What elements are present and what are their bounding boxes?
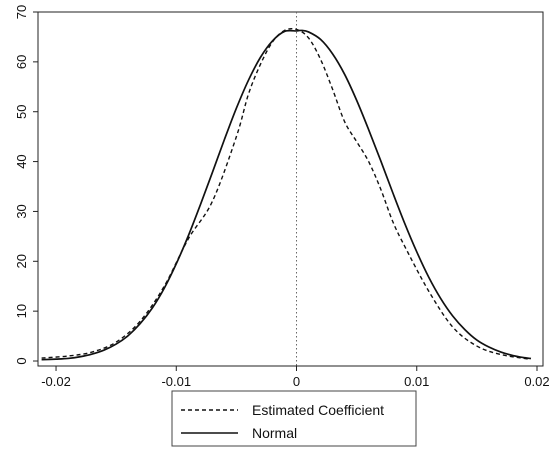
y-tick-label: 20	[14, 254, 29, 268]
legend-label-estimated-coefficient: Estimated Coefficient	[252, 402, 384, 418]
series-line-estimated-coefficient	[41, 27, 529, 360]
plot-frame	[37, 11, 544, 367]
y-tick-label: 70	[14, 5, 29, 19]
x-tick-label: 0	[293, 374, 300, 389]
y-tick-label: 60	[14, 55, 29, 69]
y-tick-label: 30	[14, 204, 29, 218]
legend-label-normal: Normal	[252, 425, 297, 441]
x-tick-label: 0.02	[524, 374, 549, 389]
axes: 0 10 20 30 40 50 60 70 -0.02 -0.01 0 0.01 0.02	[14, 5, 550, 389]
x-tick-label: 0.01	[404, 374, 429, 389]
legend-box	[171, 390, 417, 447]
series-line-normal	[41, 29, 532, 361]
y-tick-label: 0	[14, 357, 29, 364]
series-group	[41, 27, 532, 361]
x-tick-label: -0.01	[161, 374, 191, 389]
legend: Estimated Coefficient Normal	[171, 390, 417, 447]
y-tick-label: 40	[14, 154, 29, 168]
x-tick-label: -0.02	[41, 374, 71, 389]
y-tick-label: 50	[14, 104, 29, 118]
y-tick-label: 10	[14, 304, 29, 318]
